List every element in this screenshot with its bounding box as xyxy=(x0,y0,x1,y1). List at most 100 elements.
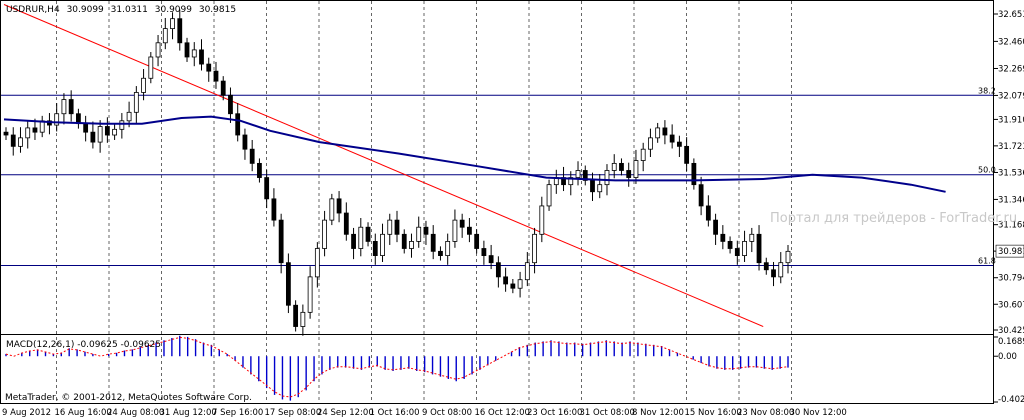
candle-body xyxy=(590,180,595,193)
candle-body xyxy=(655,127,661,139)
candle-body xyxy=(206,63,212,72)
candle-body xyxy=(495,262,501,278)
candle-body xyxy=(32,127,38,133)
candle-body xyxy=(785,250,791,264)
moving-average-line xyxy=(3,115,946,193)
trendline-segment[interactable] xyxy=(3,4,764,327)
time-tick-label: 16 Aug 16:00 xyxy=(55,408,112,418)
candle-body xyxy=(119,120,125,130)
candle-body xyxy=(112,128,118,136)
candle-body xyxy=(438,250,443,256)
candle-body xyxy=(329,198,335,221)
candle-body xyxy=(582,170,588,181)
fibo-label: 61.8 xyxy=(978,257,996,266)
candle-body xyxy=(314,248,320,278)
candle-body xyxy=(517,279,523,289)
candle-body xyxy=(83,123,89,133)
candle-body xyxy=(141,77,146,93)
candle-body xyxy=(452,219,458,242)
time-tick-label: 23 Nov 08:00 xyxy=(737,408,794,418)
candle-body xyxy=(257,162,262,178)
price-tick-label: 30.9815 xyxy=(998,247,1024,257)
candle-body xyxy=(351,233,356,249)
candle-body xyxy=(662,127,668,136)
candle-body xyxy=(713,219,718,235)
candle-body xyxy=(691,162,697,186)
candle-body xyxy=(416,226,422,242)
time-tick-label: 30 Nov 12:00 xyxy=(790,408,847,418)
candle-body xyxy=(68,99,74,115)
candle-body xyxy=(242,134,248,150)
macd-signal-line xyxy=(5,336,789,398)
macd-tick-label: 0.00 xyxy=(998,352,1017,362)
candle-body xyxy=(394,219,400,235)
price-tick-label: 32.4600 xyxy=(998,37,1024,47)
trendline[interactable] xyxy=(3,4,764,327)
candle-body xyxy=(148,56,154,79)
candle-body xyxy=(546,184,552,207)
candle-body xyxy=(25,127,31,139)
candle-body xyxy=(409,241,414,249)
price-tick-label: 32.2690 xyxy=(998,64,1024,74)
candle-body xyxy=(423,226,429,235)
candle-body xyxy=(322,219,327,249)
time-tick-label: 24 Sep 12:00 xyxy=(317,408,374,418)
candle-body xyxy=(720,233,726,242)
candle-body xyxy=(459,219,465,228)
candle-body xyxy=(213,70,219,82)
copyright: MetaTrader, © 2001-2012, MetaQuotes Soft… xyxy=(5,393,252,403)
candle-body xyxy=(170,18,175,30)
time-tick-label: 9 Aug 2012 xyxy=(2,408,51,418)
candle-body xyxy=(336,198,342,214)
candle-body xyxy=(734,248,740,256)
candle-body xyxy=(133,92,139,113)
candle-body xyxy=(619,162,624,171)
candle-body xyxy=(539,205,545,235)
candle-body xyxy=(184,42,190,58)
candle-body xyxy=(365,226,371,242)
price-tick-label: 31.7235 xyxy=(998,142,1024,152)
candle-body xyxy=(293,304,299,327)
macd-axis: 0.16891 0.00 -0.40234 xyxy=(994,336,1024,405)
candle-body xyxy=(126,111,132,122)
candle-body xyxy=(611,162,617,171)
candle-body xyxy=(467,226,472,235)
time-tick-label: 24 Aug 08:00 xyxy=(107,408,164,418)
candle-body xyxy=(235,113,241,136)
candle-body xyxy=(698,184,704,207)
candle-body xyxy=(90,131,96,143)
candle-body xyxy=(503,276,509,285)
time-tick-label: 16 Oct 12:00 xyxy=(475,408,530,418)
price-tick-label: 31.3460 xyxy=(998,195,1024,205)
candles-group xyxy=(3,9,791,336)
candle-body xyxy=(597,184,603,193)
time-tick-label: 8 Nov 12:00 xyxy=(632,408,684,418)
grid-lines xyxy=(56,1,792,403)
candle-body xyxy=(249,148,255,164)
close-value: 30.9815 xyxy=(199,5,236,15)
macd-histogram xyxy=(5,335,789,401)
low-value: 30.9099 xyxy=(155,5,192,15)
candle-body xyxy=(220,80,226,96)
candle-body xyxy=(3,131,9,136)
moving-average xyxy=(3,115,946,193)
time-tick-label: 23 Oct 16:00 xyxy=(527,408,582,418)
price-tick-label: 30.7940 xyxy=(998,274,1024,284)
time-tick-label: 31 Aug 12:00 xyxy=(160,408,217,418)
candle-body xyxy=(568,177,574,186)
candle-body xyxy=(387,219,393,235)
candle-body xyxy=(626,170,632,178)
candle-body xyxy=(343,212,349,235)
time-tick-label: 15 Nov 16:00 xyxy=(685,408,742,418)
candle-body xyxy=(575,170,581,178)
candle-body xyxy=(264,177,270,200)
candle-body xyxy=(61,99,67,115)
fibo-label: 50.0 xyxy=(978,166,996,175)
macd-label: MACD(12,26,1) -0.09625 -0.09625 xyxy=(6,340,161,350)
candle-body xyxy=(532,233,537,264)
candle-body xyxy=(307,276,313,313)
fibo-label: 38.2 xyxy=(978,86,996,95)
price-tick-label: 32.6530 xyxy=(998,10,1024,20)
candle-body xyxy=(380,233,385,256)
